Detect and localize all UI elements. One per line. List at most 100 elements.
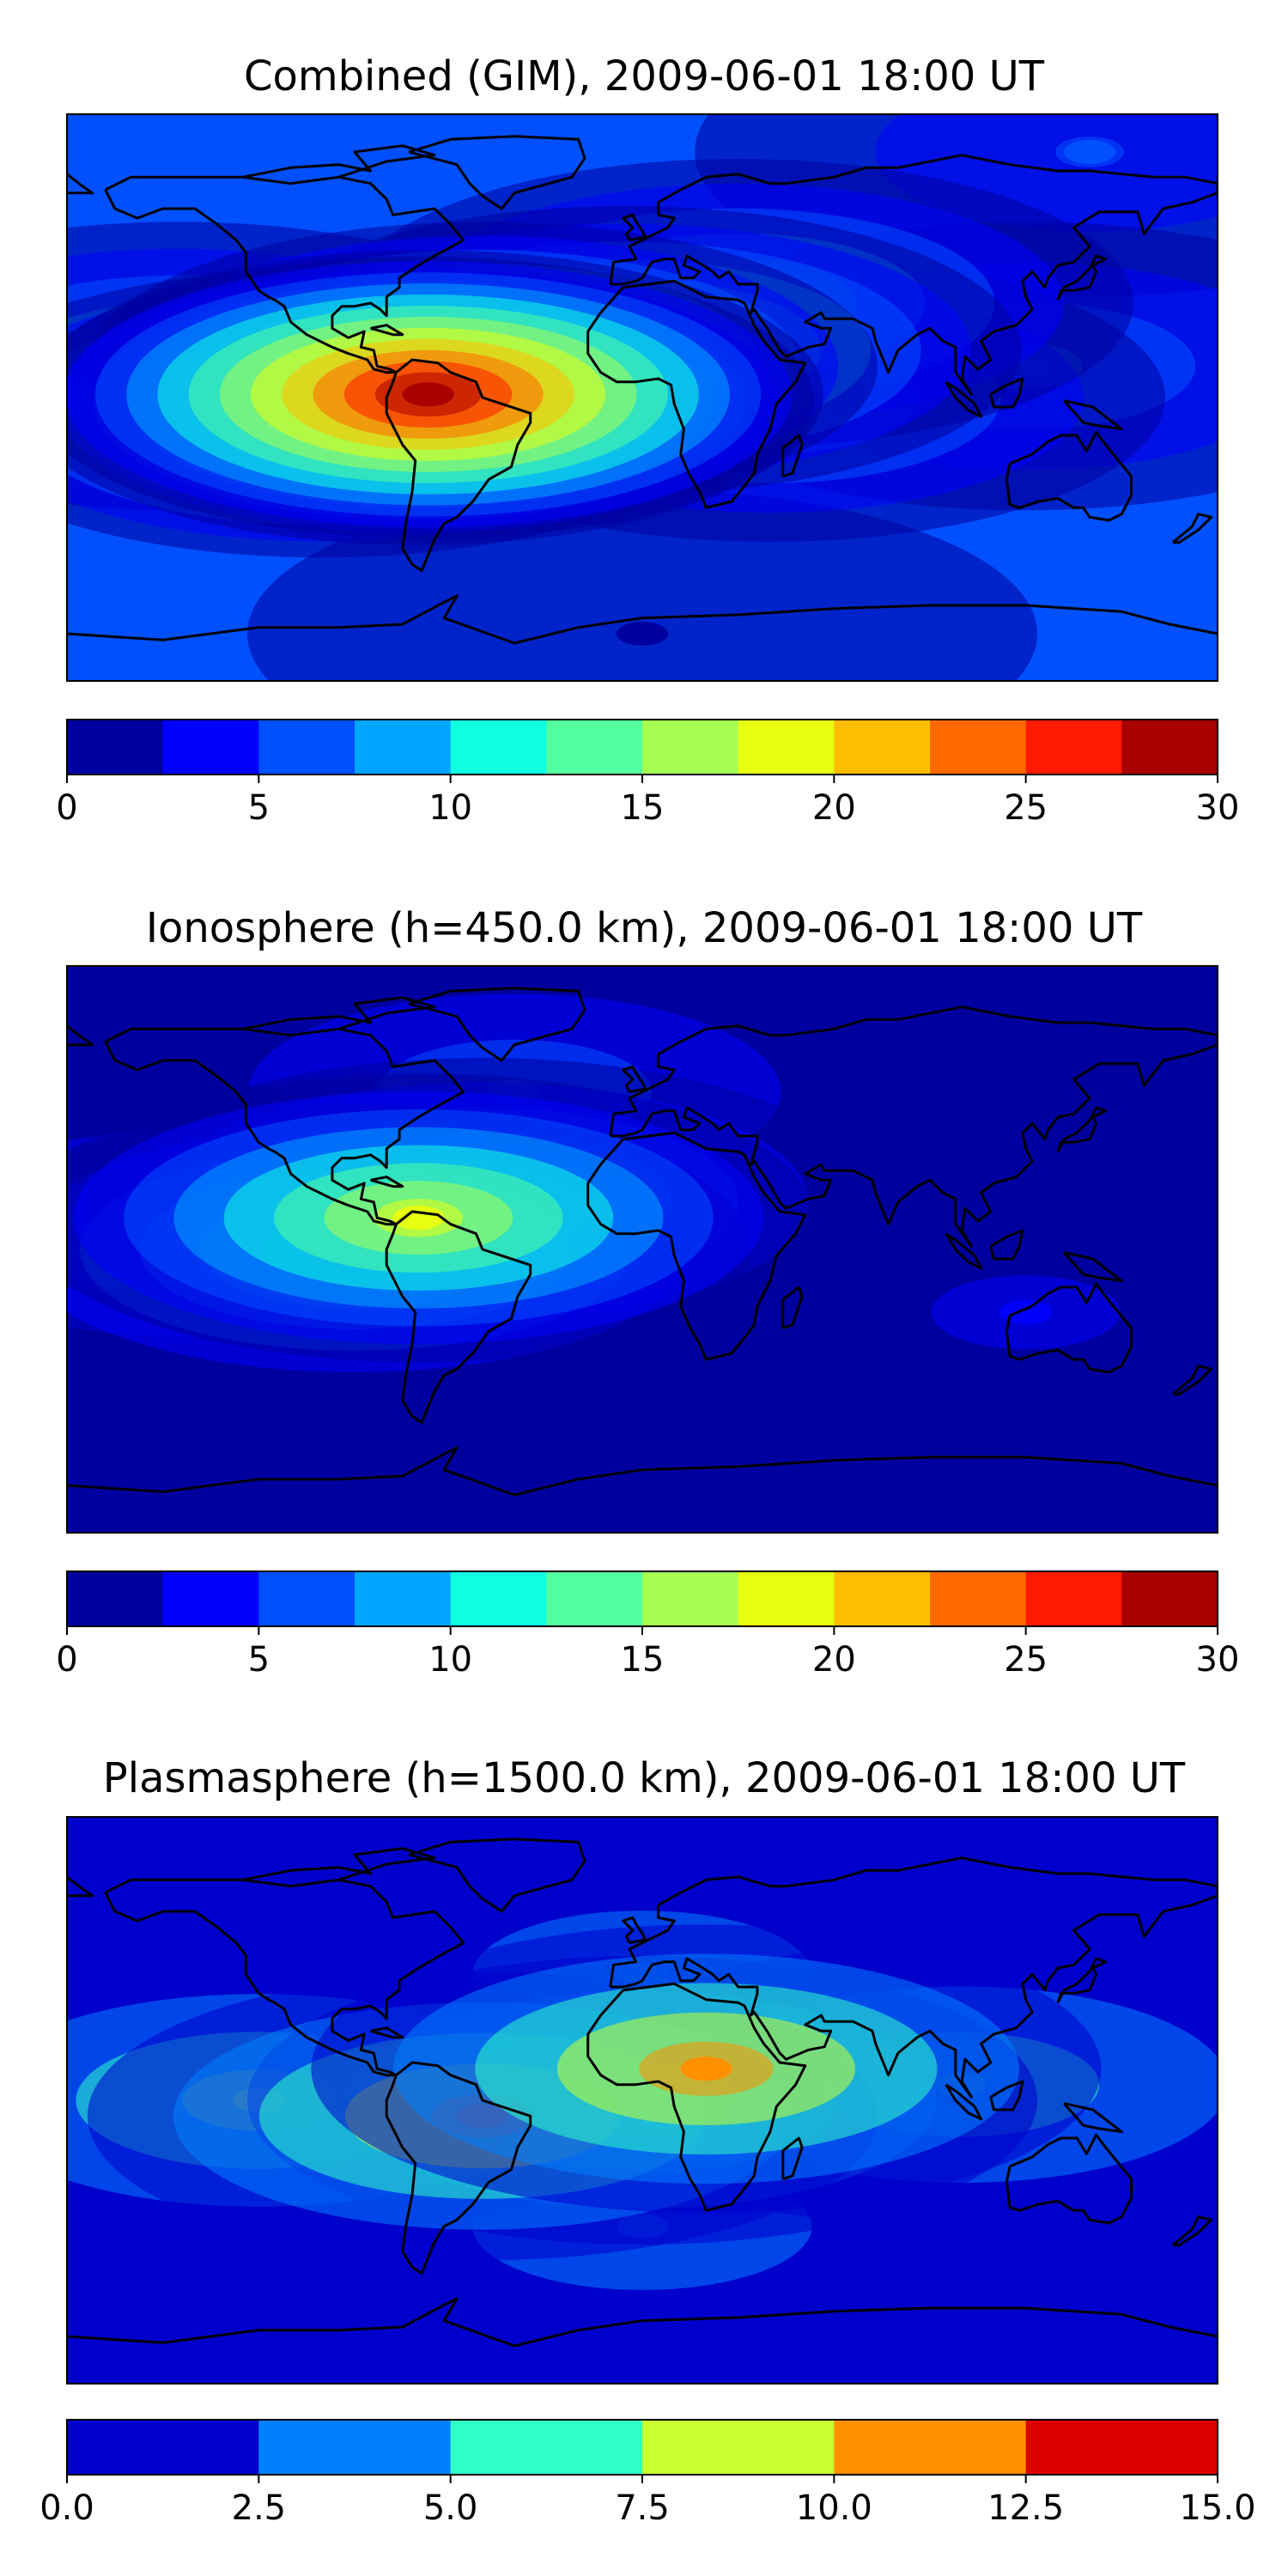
- coastline-path: [1063, 2102, 1123, 2134]
- coastline-path: [781, 1285, 804, 1330]
- colorbar-tick-label: 20: [812, 1640, 856, 1680]
- panel-plasmasphere: Plasmasphere (h=1500.0 km), 2009-06-01 1…: [39, 1754, 1256, 2528]
- coastline-path: [104, 1878, 465, 2077]
- coastlines: [67, 135, 1218, 645]
- coastline-path: [586, 1982, 807, 2212]
- contour-peak: [617, 1426, 668, 1450]
- colorbar-segment: [1025, 1571, 1122, 1626]
- colorbar-tick-label: 0: [56, 788, 77, 828]
- colorbar-segment: [258, 720, 355, 775]
- colorbar-combined: 0 5 10 15 20 25 30: [56, 719, 1240, 828]
- colorbar-segment: [834, 720, 931, 775]
- colorbar-tick-label: 15.0: [1179, 2488, 1255, 2528]
- colorbar-tick-label: 5: [248, 788, 270, 828]
- colorbar-tick-label: 30: [1196, 1640, 1240, 1680]
- coastlines: [67, 1838, 1218, 2348]
- contour-peak: [402, 382, 454, 407]
- coastline-path: [1063, 1251, 1123, 1283]
- colorbar-tick-label: 25: [1004, 788, 1048, 828]
- coastline-path: [408, 135, 586, 210]
- map-title-ionosphere: Ionosphere (h=450.0 km), 2009-06-01 18:0…: [146, 904, 1143, 952]
- coastline-path: [1005, 1282, 1133, 1374]
- coastline-path: [385, 358, 532, 573]
- colorbar-plasmasphere: 0.0 2.5 5.0 7.5 10.0 12.5 15.0: [39, 2419, 1256, 2528]
- coastline-path: [1056, 1957, 1108, 2003]
- coastline-path: [67, 2297, 1218, 2348]
- coastline-path: [67, 173, 94, 195]
- colorbar-segment: [930, 720, 1027, 775]
- colorbar-segment: [258, 1571, 355, 1626]
- colorbar-segment: [642, 720, 739, 775]
- coastline-path: [609, 1005, 1218, 1248]
- contour-peak: [617, 622, 668, 646]
- map-frame: [66, 965, 1218, 1534]
- colorbar-segment: [1121, 720, 1218, 775]
- coastline-path: [586, 1131, 807, 1361]
- colorbar-tick-label: 5: [248, 1640, 270, 1680]
- coastline-path: [1063, 399, 1123, 431]
- coastline-path: [242, 144, 436, 179]
- coastline-path: [1171, 2215, 1213, 2247]
- colorbar-segment: [355, 720, 452, 775]
- colorbar-segment: [67, 1571, 164, 1626]
- colorbar-segment: [67, 2420, 259, 2475]
- coastline-path: [989, 377, 1024, 409]
- colorbar-segment: [738, 720, 835, 775]
- coastline-path: [370, 1176, 404, 1188]
- colorbar-tick-label: 20: [812, 788, 856, 828]
- coastline-path: [408, 987, 586, 1062]
- colorbar-tick-label: 10: [428, 788, 472, 828]
- map-title-combined: Combined (GIM), 2009-06-01 18:00 UT: [244, 52, 1045, 100]
- colorbar-segment: [642, 2420, 835, 2475]
- colorbar-tick-label: 25: [1004, 1640, 1048, 1680]
- colorbar-ionosphere: 0 5 10 15 20 25 30: [56, 1571, 1239, 1680]
- colorbar-segment: [1121, 1571, 1218, 1626]
- colorbar-tick-label: 30: [1196, 788, 1240, 828]
- colorbar-segment: [258, 2420, 452, 2475]
- colorbar-segment: [930, 1571, 1027, 1626]
- colorbar-tick-label: 15: [621, 788, 665, 828]
- coastline-path: [622, 1065, 647, 1094]
- coastline-path: [622, 1916, 647, 1945]
- coastline-path: [989, 1229, 1024, 1261]
- color-field: [67, 114, 1218, 681]
- coastline-path: [242, 996, 436, 1030]
- colorbar-tick-label: 10.0: [796, 2488, 872, 2528]
- coastline-path: [1171, 1364, 1213, 1396]
- coastline-path: [67, 1024, 94, 1047]
- contour-peak: [392, 1206, 445, 1230]
- coastline-path: [242, 1847, 436, 1881]
- coastline-path: [370, 324, 404, 337]
- coastline-path: [1056, 254, 1108, 301]
- map-frame: [66, 1816, 1218, 2385]
- coastline-path: [370, 2026, 404, 2039]
- panel-combined: Combined (GIM), 2009-06-01 18:00 UT 0 5 10…: [56, 52, 1240, 828]
- panel-ionosphere: Ionosphere (h=450.0 km), 2009-06-01 18:0…: [56, 904, 1239, 1680]
- colorbar-segment: [162, 1571, 259, 1626]
- coastline-path: [945, 2083, 983, 2121]
- coastline-path: [945, 380, 983, 418]
- coastline-path: [781, 2136, 804, 2181]
- colorbar-segment: [450, 1571, 547, 1626]
- colorbar-segment: [834, 2420, 1027, 2475]
- coastline-path: [1171, 513, 1213, 544]
- coastline-path: [385, 2061, 532, 2275]
- map-combined: [66, 113, 1218, 682]
- colorbar-segment: [546, 720, 643, 775]
- coastline-path: [104, 175, 465, 374]
- coastline-path: [1005, 430, 1133, 522]
- coastline-path: [609, 154, 1218, 396]
- colorbar-tick-label: 7.5: [615, 2488, 670, 2528]
- coastline-path: [609, 1856, 1218, 2099]
- colorbar-segment: [1025, 720, 1122, 775]
- coastline-path: [67, 1875, 94, 1898]
- coastline-path: [67, 1446, 1218, 1497]
- colorbar-tick-label: 15: [621, 1640, 665, 1680]
- contour-peak: [1064, 140, 1116, 164]
- coastline-path: [1005, 2133, 1133, 2225]
- map-title-plasmasphere: Plasmasphere (h=1500.0 km), 2009-06-01 1…: [103, 1754, 1186, 1802]
- colorbar-tick-label: 0.0: [39, 2488, 94, 2528]
- colorbar-tick-label: 5.0: [423, 2488, 478, 2528]
- colorbar-segment: [162, 720, 259, 775]
